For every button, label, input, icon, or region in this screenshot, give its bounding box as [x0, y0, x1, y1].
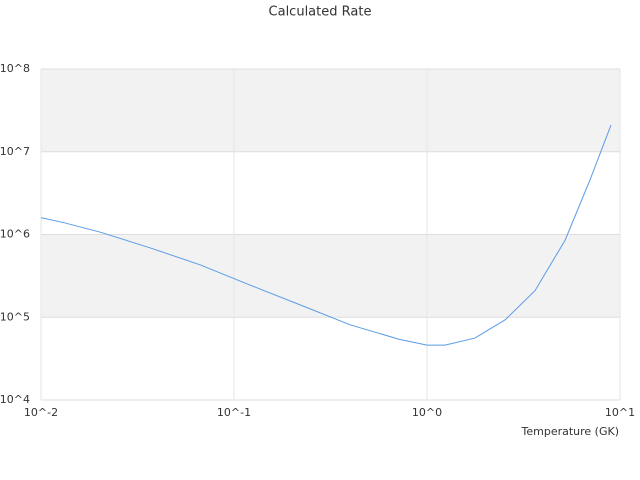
x-axis-label: Temperature (GK) — [521, 425, 620, 438]
x-tick-label: 10^-2 — [24, 406, 58, 419]
x-tick-label: 10^-1 — [217, 406, 251, 419]
y-tick-label: 10^8 — [0, 62, 30, 75]
y-tick-label: 10^5 — [0, 310, 30, 323]
line — [40, 124, 612, 346]
y-tick-label: 10^7 — [0, 145, 30, 158]
x-tick-label: 10^0 — [412, 406, 442, 419]
band — [41, 234, 620, 318]
y-tick-label: 10^6 — [0, 228, 30, 241]
band — [41, 69, 620, 152]
y-tick-label: 10^4 — [0, 393, 30, 406]
chart-title: Calculated Rate — [269, 5, 372, 20]
x-tick-label: 10^1 — [605, 406, 635, 419]
